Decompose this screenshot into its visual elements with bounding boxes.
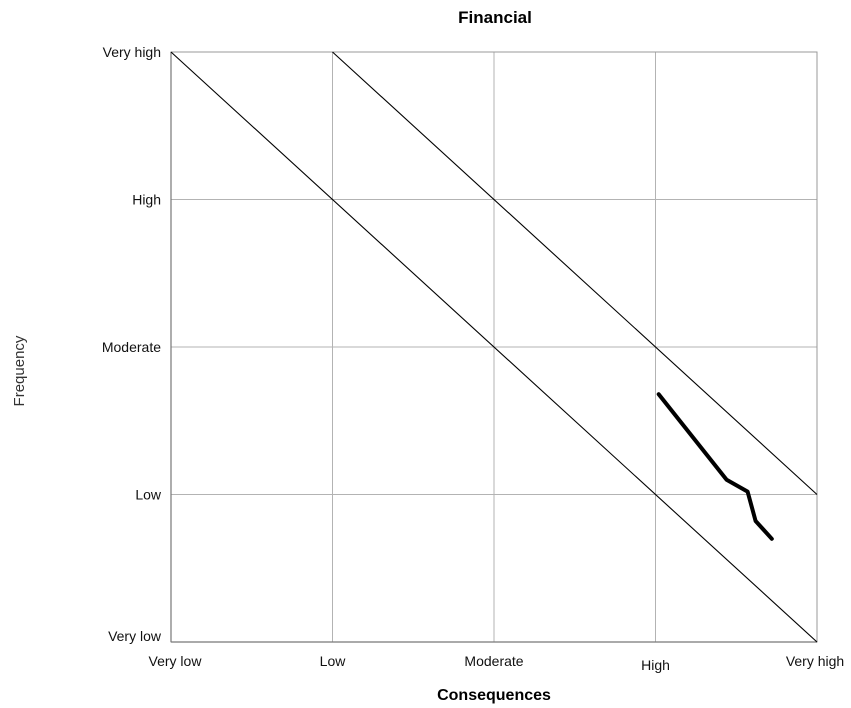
y-tick-label: High: [132, 192, 161, 208]
series-line: [656, 392, 774, 541]
y-tick-label: Low: [135, 487, 162, 503]
x-axis-title: Consequences: [437, 687, 551, 704]
x-tick-label: Very high: [786, 653, 844, 669]
x-tick-label: Very low: [149, 653, 203, 669]
x-tick-label: High: [641, 657, 670, 673]
y-tick-label: Very low: [108, 628, 162, 644]
risk-boundary-line: [170, 51, 818, 643]
x-tick-label: Moderate: [464, 653, 523, 669]
risk-boundary-line: [332, 51, 818, 495]
y-tick-label: Moderate: [102, 339, 161, 355]
y-tick-label: Very high: [103, 44, 161, 60]
x-tick-label: Low: [320, 653, 347, 669]
chart-title: Financial: [458, 8, 532, 27]
plot-area: Very low Low Moderate High Very high Very low…: [102, 44, 844, 673]
y-axis-title: Frequency: [11, 335, 28, 406]
